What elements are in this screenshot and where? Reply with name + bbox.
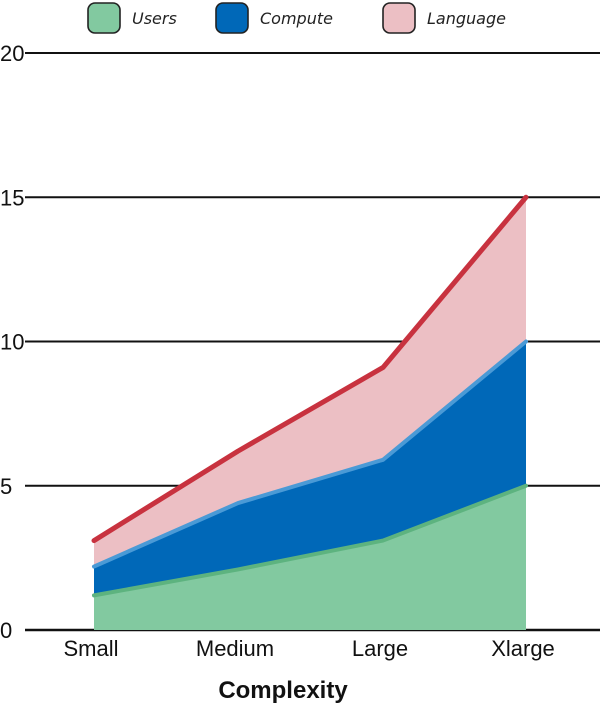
series-edges (91, 194, 529, 598)
watermark-text: 掘金技术社区 @ 数据智能老司机 (363, 671, 583, 689)
y-tick-label: 20 (0, 41, 24, 66)
area-users (94, 485, 526, 630)
legend-swatch-compute (215, 2, 249, 34)
x-axis-title: Complexity (218, 677, 348, 704)
x-tick-label: Xlarge (491, 636, 555, 661)
x-tick-label: Small (63, 636, 118, 661)
area-series (94, 197, 526, 630)
legend-swatch-users (87, 2, 121, 34)
legend-swatch-language (382, 2, 416, 34)
series-line-compute (92, 339, 528, 569)
x-axis-ticks: Small Medium Large Xlarge (63, 636, 554, 661)
series-line-users (92, 483, 528, 598)
y-tick-label: 0 (0, 618, 12, 643)
legend-label-compute: Compute (260, 9, 333, 28)
y-tick-label: 5 (0, 474, 12, 499)
legend-label-users: Users (132, 9, 177, 28)
series-line-language (91, 194, 529, 544)
x-tick-label: Medium (196, 636, 274, 661)
y-tick-label: 15 (0, 185, 24, 210)
x-tick-label: Large (352, 636, 408, 661)
y-tick-label: 10 (0, 330, 24, 355)
legend-label-language: Language (427, 9, 506, 28)
legend: Users Compute Language (87, 2, 506, 34)
area-compute (94, 341, 526, 596)
y-axis-ticks: 0 5 10 15 20 (0, 41, 24, 643)
